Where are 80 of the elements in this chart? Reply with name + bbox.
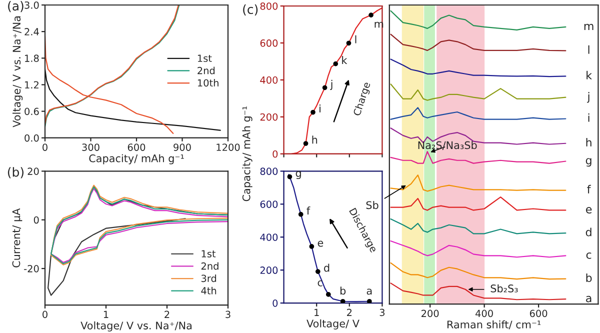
legend-label: 2nd [198, 66, 215, 74]
legend-label: 4th [201, 286, 216, 294]
series-label: d [586, 228, 592, 236]
y-tick-label: 2.4 [24, 28, 39, 36]
y-tick-label: 0 [272, 150, 278, 158]
y-tick-label: 0.6 [24, 108, 39, 116]
series-label: a [586, 296, 592, 302]
y-tick-label: 400 [260, 234, 278, 241]
series-label: g [586, 158, 592, 167]
y-tick-label: 0.0 [24, 134, 39, 142]
y-tick-label: 400 [260, 76, 278, 84]
x-tick-label: 1200 [216, 144, 240, 151]
y-tick-label: 200 [260, 113, 278, 121]
legend-label: 1st [198, 54, 212, 62]
x-tick-label: 2 [347, 308, 352, 316]
annotation: Sb₂S₃ [490, 284, 518, 292]
text: (a) [8, 0, 24, 12]
y-tick-label: 600 [260, 39, 278, 47]
line-series [45, 68, 221, 131]
y-tick-label: 20 [28, 168, 39, 175]
series-label: f [587, 184, 591, 194]
y-tick-label: 0 [272, 300, 278, 307]
y-tick-label: 800 [260, 168, 278, 175]
annotation: h [312, 136, 318, 144]
x-tick-label: 2 [164, 310, 170, 318]
y-axis-title: Capacity/ mAh g⁻¹ [242, 106, 252, 202]
annotation: Charge [352, 82, 372, 117]
x-tick-label: 3 [226, 310, 230, 318]
annotation: l [355, 35, 356, 44]
annotation: b [340, 286, 346, 295]
x-tick-label: 600 [530, 310, 548, 318]
y-tick-label: 600 [260, 200, 278, 208]
text: (c) [243, 4, 258, 16]
annotation: k [342, 56, 348, 64]
annotation: f [306, 206, 310, 214]
annotation: g [296, 171, 301, 180]
legend-label: 3rd [201, 274, 216, 282]
legend-label: 1st [202, 250, 216, 258]
annotation: Sb [366, 201, 378, 210]
x-tick-label: 300 [82, 144, 100, 151]
y-tick-label: -20 [24, 264, 39, 272]
y-axis-title: Current/ μA [12, 208, 22, 268]
y-axis-title: Voltage/ V vs. Na⁺/Na [12, 16, 23, 128]
x-tick-label: 1 [314, 308, 319, 316]
x-tick-label: 900 [174, 144, 191, 151]
annotation: c [318, 280, 322, 286]
x-tick-label: 0 [42, 310, 48, 318]
text: (b) [8, 167, 24, 178]
x-tick-label: 400 [476, 310, 493, 318]
annotation: d [324, 264, 330, 272]
series-label: h [586, 138, 592, 146]
y-tick-label: 800 [260, 2, 278, 10]
series-label: j [587, 92, 590, 103]
x-tick-label: 1 [104, 310, 108, 318]
x-axis-title: Voltage/ V [306, 319, 360, 330]
text: i [588, 113, 590, 122]
x-axis-title: Raman shift/ cm⁻¹ [447, 320, 541, 330]
x-axis-title: Voltage/ V vs. Na⁺/Na [80, 321, 192, 332]
y-tick-label: 1.8 [25, 54, 39, 62]
series-label: m [584, 24, 594, 30]
x-tick-label: 0 [42, 144, 48, 151]
x-axis-title: Capacity/ mAh g⁻¹ [89, 154, 184, 164]
series-label: k [586, 70, 592, 80]
text: l [588, 45, 590, 54]
legend-label: 2nd [201, 262, 218, 270]
annotation: Na₂S/Na₃Sb [418, 141, 477, 150]
annotation: j [330, 80, 332, 90]
series-label: e [586, 207, 592, 214]
annotation: a [366, 288, 372, 295]
x-tick-label: 3 [380, 308, 385, 316]
y-tick-label: 0 [34, 216, 39, 224]
series-label: c [586, 252, 592, 259]
annotation: e [318, 240, 324, 247]
x-tick-label: 600 [128, 144, 146, 151]
x-tick-label: 200 [422, 310, 439, 318]
legend-label: 10th [198, 79, 218, 87]
series-label: b [586, 273, 592, 282]
y-tick-label: 3.0 [24, 1, 39, 9]
y-tick-label: 1.2 [25, 81, 38, 88]
y-tick-label: 200 [260, 266, 278, 274]
